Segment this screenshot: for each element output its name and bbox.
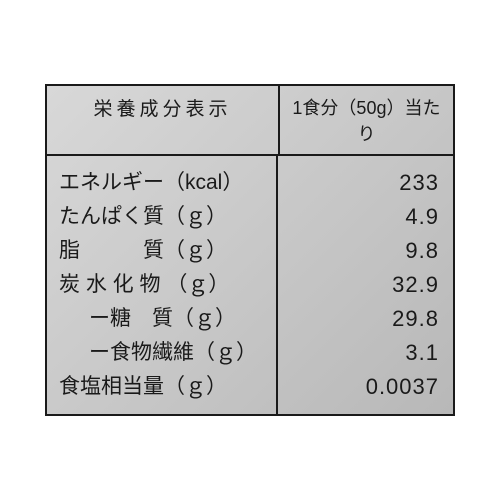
nutrient-label: 炭 水 化 物 （ｇ） (59, 268, 229, 302)
nutrition-facts-panel: 栄養成分表示 1食分（50g）当たり エネルギー（kcal） たんぱく質（ｇ） … (45, 84, 455, 416)
nutrient-value: 3.1 (282, 336, 439, 370)
nutrient-label-sub: ー糖 質（ｇ） (59, 302, 236, 336)
nutrient-value: 0.0037 (282, 370, 439, 404)
nutrition-body: エネルギー（kcal） たんぱく質（ｇ） 脂 質（ｇ） 炭 水 化 物 （ｇ） … (47, 156, 453, 414)
nutrient-value: 4.9 (282, 200, 439, 234)
nutrient-value: 32.9 (282, 268, 439, 302)
nutrient-label: たんぱく質（ｇ） (59, 200, 227, 234)
nutrient-label: 脂 質（ｇ） (59, 234, 227, 268)
values-column: 233 4.9 9.8 32.9 29.8 3.1 0.0037 (278, 156, 453, 414)
nutrient-value: 29.8 (282, 302, 439, 336)
header-serving: 1食分（50g）当たり (280, 86, 453, 154)
nutrient-label: 食塩相当量（ｇ） (59, 370, 227, 404)
header-title: 栄養成分表示 (47, 86, 280, 154)
nutrient-label: エネルギー（kcal） (59, 166, 243, 200)
header-row: 栄養成分表示 1食分（50g）当たり (47, 86, 453, 156)
labels-column: エネルギー（kcal） たんぱく質（ｇ） 脂 質（ｇ） 炭 水 化 物 （ｇ） … (47, 156, 278, 414)
nutrient-label-sub: ー食物繊維（ｇ） (59, 336, 257, 370)
nutrient-value: 9.8 (282, 234, 439, 268)
nutrient-value: 233 (282, 166, 439, 200)
